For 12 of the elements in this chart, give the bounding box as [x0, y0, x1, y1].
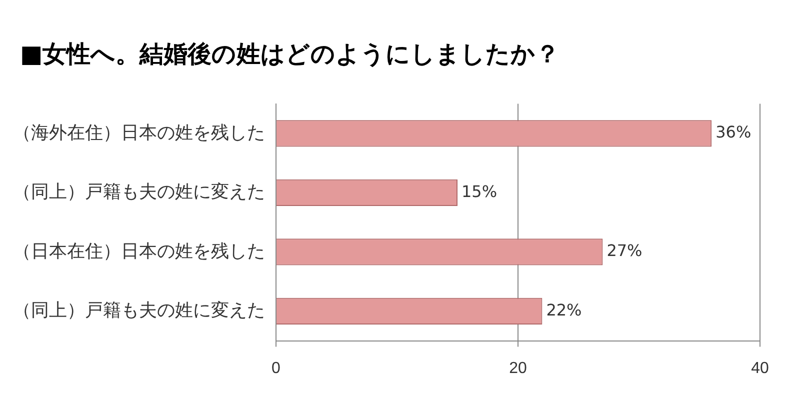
- x-tick-label: 40: [751, 360, 769, 377]
- data-label: 36%: [716, 122, 752, 142]
- y-tick-label: （同上）戸籍も夫の姓に変えた: [13, 182, 265, 202]
- y-tick-label: （同上）戸籍も夫の姓に変えた: [13, 300, 265, 320]
- x-tick-label: 20: [509, 360, 527, 377]
- chart-title: ■女性へ。結婚後の姓はどのようにしましたか？: [20, 39, 560, 70]
- y-tick-label: （日本在住）日本の姓を残した: [13, 240, 265, 261]
- data-label: 15%: [462, 182, 498, 201]
- y-tick-label: （海外在住）日本の姓を残した: [13, 122, 265, 142]
- data-label: 22%: [546, 300, 582, 320]
- x-tick-label: 0: [272, 360, 281, 377]
- data-label: 27%: [606, 241, 642, 260]
